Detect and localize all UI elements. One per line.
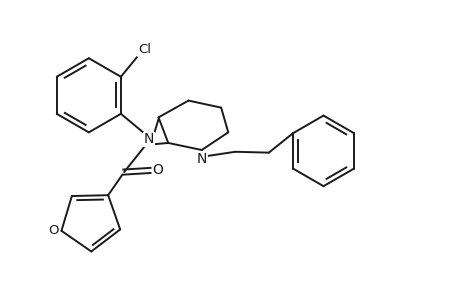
Text: Cl: Cl [138,43,151,56]
Text: N: N [143,132,154,146]
Text: O: O [48,224,59,237]
Text: N: N [196,152,207,166]
Text: O: O [152,163,163,177]
